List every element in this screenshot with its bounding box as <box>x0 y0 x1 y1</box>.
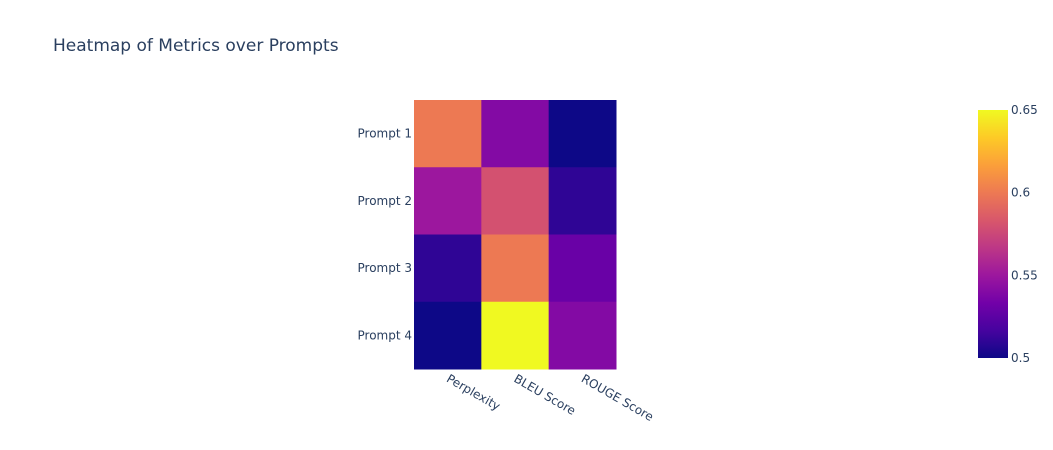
heatmap-cell <box>481 301 550 370</box>
heatmap-cell <box>414 167 482 235</box>
x-axis-ticks: Perplexity BLEU Score ROUGE Score <box>444 371 656 424</box>
y-tick-label: Prompt 4 <box>358 328 413 342</box>
heatmap-cell <box>414 301 482 370</box>
y-axis-ticks: Prompt 1 Prompt 2 Prompt 3 Prompt 4 <box>358 127 413 343</box>
heatmap-cell <box>481 167 550 235</box>
heatmap-cell <box>481 100 550 168</box>
heatmap-cell <box>548 167 617 235</box>
heatmap-cell <box>548 301 617 370</box>
heatmap-cell <box>481 234 550 303</box>
x-tick-label: Perplexity <box>444 371 503 413</box>
x-tick-label: BLEU Score <box>512 371 579 417</box>
heatmap-cell <box>548 234 617 303</box>
colorbar-gradient <box>978 110 1008 358</box>
colorbar-tick-label: 0.5 <box>1011 351 1030 365</box>
heatmap-cell <box>548 100 617 168</box>
y-tick-label: Prompt 1 <box>358 127 413 141</box>
y-tick-label: Prompt 3 <box>358 261 413 275</box>
chart-title: Heatmap of Metrics over Prompts <box>53 36 339 56</box>
heatmap-cells <box>414 100 617 370</box>
colorbar-ticks: 0.5 0.55 0.6 0.65 <box>1011 103 1038 365</box>
y-tick-label: Prompt 2 <box>358 194 413 208</box>
heatmap-cell <box>414 100 482 168</box>
colorbar: 0.5 0.55 0.6 0.65 <box>978 103 1038 365</box>
heatmap-cell <box>414 234 482 303</box>
x-tick-label: ROUGE Score <box>579 371 656 424</box>
colorbar-tick-label: 0.6 <box>1011 186 1030 200</box>
colorbar-tick-label: 0.65 <box>1011 103 1038 117</box>
colorbar-tick-label: 0.55 <box>1011 268 1038 282</box>
